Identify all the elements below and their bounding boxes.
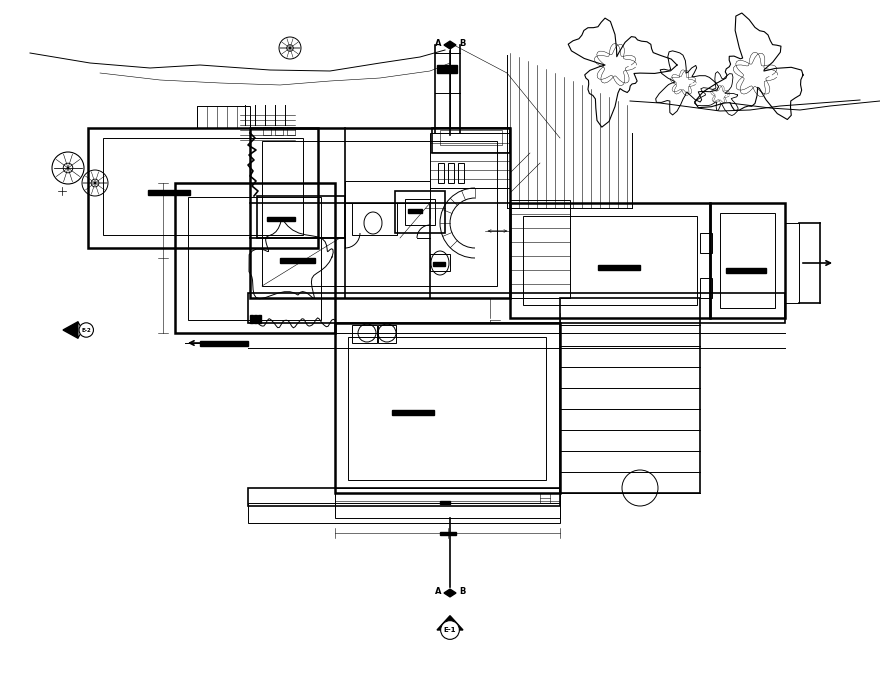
Bar [395,191,445,233]
Bar [430,254,450,271]
Polygon shape [433,262,445,266]
Polygon shape [254,315,257,323]
Bar [700,233,712,253]
Bar [352,203,397,235]
Circle shape [94,182,96,184]
Polygon shape [408,209,422,213]
Bar [430,133,510,188]
Polygon shape [440,501,450,504]
Bar [175,183,335,333]
Polygon shape [437,65,457,73]
Text: B: B [459,588,466,597]
Polygon shape [598,265,640,270]
Polygon shape [78,322,83,338]
Bar [197,106,250,128]
Bar [287,127,295,135]
Bar [352,325,377,343]
Bar [248,488,560,506]
Bar [448,163,454,183]
Bar [458,163,464,183]
Polygon shape [280,258,315,263]
Bar [510,203,710,318]
Polygon shape [450,41,456,49]
Bar [248,293,785,323]
Bar [348,337,546,480]
Bar [257,196,345,238]
Circle shape [441,621,459,640]
Bar [345,181,430,203]
Polygon shape [258,315,261,323]
Bar [378,325,396,343]
Polygon shape [200,341,248,346]
Bar [263,127,271,135]
Bar [248,503,560,523]
Bar [250,128,510,298]
Text: A: A [435,588,441,597]
Polygon shape [392,410,434,415]
Bar [710,203,785,318]
Bar [405,199,435,225]
Bar [275,127,283,135]
Text: B: B [459,40,466,49]
Polygon shape [63,322,78,338]
Bar [335,323,560,493]
Polygon shape [444,589,450,597]
Circle shape [290,47,291,49]
Circle shape [67,167,70,169]
Bar [262,141,497,286]
Bar [103,138,303,235]
Circle shape [79,323,93,337]
Bar [720,213,775,308]
Bar [88,128,318,248]
Bar [335,488,560,518]
Polygon shape [440,532,456,535]
Bar [523,216,697,305]
Bar [510,200,570,298]
Bar [785,223,799,303]
Bar [432,128,510,153]
Polygon shape [444,41,450,49]
Bar [438,163,444,183]
Polygon shape [726,268,766,273]
Bar [560,298,700,493]
Polygon shape [267,217,295,221]
Polygon shape [450,589,456,597]
Polygon shape [250,315,253,323]
Bar [440,130,502,145]
Polygon shape [148,190,190,195]
Text: E-1: E-1 [444,627,456,633]
Polygon shape [437,615,463,630]
Text: E-2: E-2 [81,328,92,333]
Text: A: A [435,40,441,49]
Bar [188,197,321,320]
Bar [700,278,712,298]
